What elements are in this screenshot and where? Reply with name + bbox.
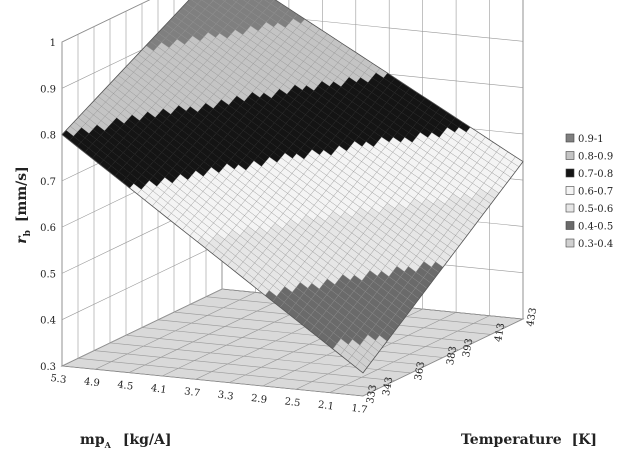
y-tick-label: 333 <box>365 384 379 405</box>
z-tick-label: 0.3 <box>40 362 56 373</box>
y-tick-label: 343 <box>381 376 395 397</box>
legend-swatch <box>565 151 575 160</box>
y-axis-label: Temperature [K] <box>461 432 597 448</box>
z-tick-label: 0.4 <box>40 316 56 327</box>
x-tick-label: 1.7 <box>351 403 368 416</box>
legend-label: 0.8-0.9 <box>578 152 613 163</box>
legend: 0.9-1 0.8-0.9 0.7-0.8 0.6-0.7 0.5-0.6 0.4-0.5… <box>565 133 613 250</box>
x-tick-label: 4.1 <box>150 383 167 396</box>
gridline-y <box>61 42 364 397</box>
x-tick-label: 3.7 <box>183 386 200 399</box>
y-tick-label: 433 <box>525 307 539 328</box>
x-axis-label-name: mp <box>80 432 105 448</box>
y-tick-label: 383 <box>445 345 459 366</box>
legend-swatch <box>565 221 575 230</box>
x-tick-label: 5.3 <box>50 373 67 386</box>
chart-tick-labels: 0.3 0.4 0.5 0.6 0.7 0.8 0.9 1 5.3 4.9 4.5 4.1 3.7 3.3… <box>40 38 539 416</box>
z-axis-label: rb [mm/s] <box>14 166 33 244</box>
z-tick-label: 0.8 <box>40 131 56 142</box>
z-axis-label-symbol: r <box>14 235 30 244</box>
y-tick-label: 413 <box>493 322 507 343</box>
z-tick-label: 0.7 <box>40 177 56 188</box>
z-tick-label: 0.9 <box>40 84 56 95</box>
y-tick-label: 393 <box>461 338 475 359</box>
x-axis-label: mpA [kg/A] <box>80 432 172 450</box>
x-tick-label: 3.3 <box>217 390 234 403</box>
y-axis-label-units: [K] <box>572 432 597 448</box>
legend-label: 0.4-0.5 <box>578 222 613 233</box>
x-axis-label-subscript: A <box>104 440 112 450</box>
z-axis-label-subscript: b <box>23 230 33 236</box>
legend-label: 0.5-0.6 <box>578 204 613 215</box>
legend-swatch <box>565 203 575 213</box>
x-tick-label: 2.5 <box>284 396 301 409</box>
z-tick-label: 0.6 <box>40 223 56 234</box>
z-axis-label-units: [mm/s] <box>14 166 30 222</box>
z-tick-label: 0.5 <box>40 269 56 280</box>
legend-swatch <box>565 238 575 248</box>
x-tick-label: 4.5 <box>117 380 134 393</box>
x-tick-label: 2.9 <box>250 393 267 406</box>
x-axis-label-units: [kg/A] <box>123 432 172 448</box>
legend-label: 0.6-0.7 <box>578 187 613 198</box>
legend-swatch <box>565 133 575 143</box>
surface-outline <box>61 0 524 374</box>
y-axis-label-name: Temperature <box>461 432 562 448</box>
legend-swatch <box>565 186 575 195</box>
x-tick-label: 2.1 <box>317 400 334 413</box>
legend-swatch <box>565 168 575 178</box>
chart-surface <box>61 0 524 374</box>
y-tick-label: 363 <box>413 361 427 382</box>
gridline-z <box>61 0 150 43</box>
legend-label: 0.3-0.4 <box>578 239 613 250</box>
legend-label: 0.7-0.8 <box>578 169 613 180</box>
x-tick-label: 4.9 <box>83 376 100 389</box>
z-tick-label: 1 <box>50 38 56 49</box>
legend-label: 0.9-1 <box>578 134 604 145</box>
